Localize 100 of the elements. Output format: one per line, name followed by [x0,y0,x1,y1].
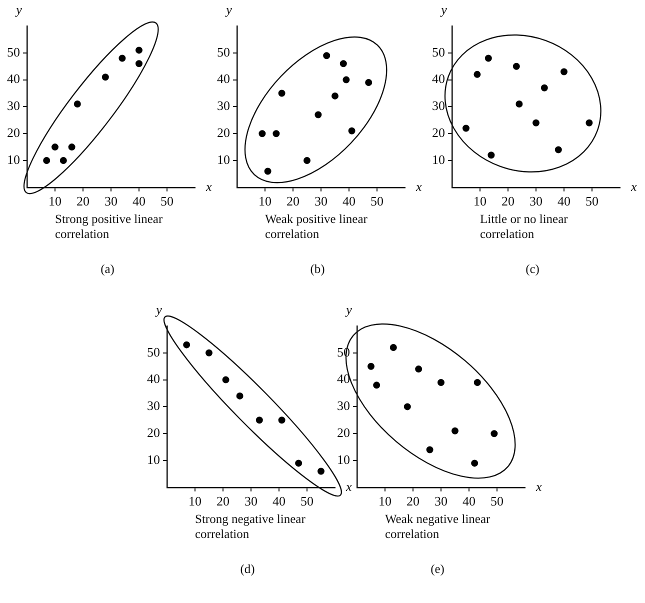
x-axis-title: x [535,478,542,494]
point [512,62,520,70]
y-tick-label: 20 [147,425,160,440]
y-tick-label: 40 [217,71,230,86]
y-axis-title: y [154,302,162,317]
point [43,157,50,164]
point [183,341,190,348]
point [118,54,126,62]
y-tick-label: 10 [217,152,230,167]
point [332,92,338,100]
x-tick-label: 10 [378,494,392,509]
y-tick-label: 20 [337,425,350,440]
point [272,130,280,138]
x-tick-label: 30 [104,194,118,209]
y-tick-label: 20 [7,125,20,140]
point [368,362,374,370]
y-tick-label: 30 [217,98,230,114]
point [314,111,322,118]
y-axis-title: y [224,2,232,17]
point [278,416,286,424]
point [532,119,540,126]
point [206,349,212,356]
x-tick-label: 20 [286,194,300,209]
y-tick-label: 40 [147,371,160,386]
x-tick-label: 10 [48,194,62,209]
text: (a) [100,262,116,277]
point [404,403,411,410]
text: Weak negative linear correlation [385,512,492,542]
x-tick-label: 50 [586,194,598,209]
point [516,100,523,108]
y-tick-label: 50 [432,44,445,60]
y-tick-label: 20 [432,125,445,140]
x-axis-title: x [205,178,212,194]
point [560,68,568,76]
point [52,144,58,151]
x-tick-label: 20 [502,194,514,209]
point [295,460,302,467]
point [102,74,109,81]
x-axis-title: x [415,178,422,194]
x-axis-title: x [345,478,352,494]
point [438,378,444,386]
y-tick-label: 30 [337,398,350,414]
x-tick-label: 40 [132,194,146,209]
text: Strong negative linear correlation [195,512,306,542]
point [136,60,142,68]
x-tick-label: 20 [406,494,420,509]
point [264,168,272,175]
point [474,70,481,78]
point [323,52,330,60]
y-tick-label: 20 [217,125,230,140]
y-tick-label: 30 [432,98,445,114]
x-tick-label: 50 [370,194,384,209]
point [236,392,244,400]
x-tick-label: 50 [300,494,314,509]
x-tick-label: 30 [314,194,328,209]
y-tick-label: 10 [147,452,160,467]
point [484,54,492,62]
point [365,78,372,86]
y-axis-title: y [14,2,22,17]
text: Little or no linear correlation [480,212,569,242]
text: Weak positive linear correlation [265,212,368,242]
y-tick-label: 40 [7,71,20,86]
x-tick-label: 20 [76,194,90,209]
point [471,460,478,467]
point [586,119,593,126]
x-tick-label: 40 [558,194,570,209]
point [474,378,481,386]
point [490,430,498,438]
x-tick-label: 40 [272,494,286,509]
point [258,130,266,138]
point [222,376,230,384]
point [136,46,142,54]
point [540,84,548,92]
x-tick-label: 30 [244,494,258,509]
point [488,152,495,159]
y-axis-title: y [439,2,448,17]
x-axis-title: x [630,178,637,194]
point [373,382,380,389]
y-tick-label: 10 [337,452,350,467]
x-tick-label: 10 [258,194,272,209]
point [348,127,356,134]
x-tick-label: 10 [188,494,202,509]
point [426,446,434,454]
y-tick-label: 40 [337,371,350,386]
text: (d) [239,562,256,577]
y-tick-label: 50 [217,44,230,60]
point [256,416,263,424]
point [68,144,76,151]
text: (c) [524,262,540,277]
y-tick-label: 50 [147,344,160,360]
point [462,124,470,132]
point [415,366,422,373]
point [452,427,458,434]
y-axis-title: y [344,302,352,317]
y-tick-label: 40 [432,71,445,86]
text: Strong positive linear correlation [55,212,164,242]
x-tick-label: 50 [490,494,504,509]
point [342,76,350,84]
text: (e) [430,562,446,577]
point [278,90,286,97]
